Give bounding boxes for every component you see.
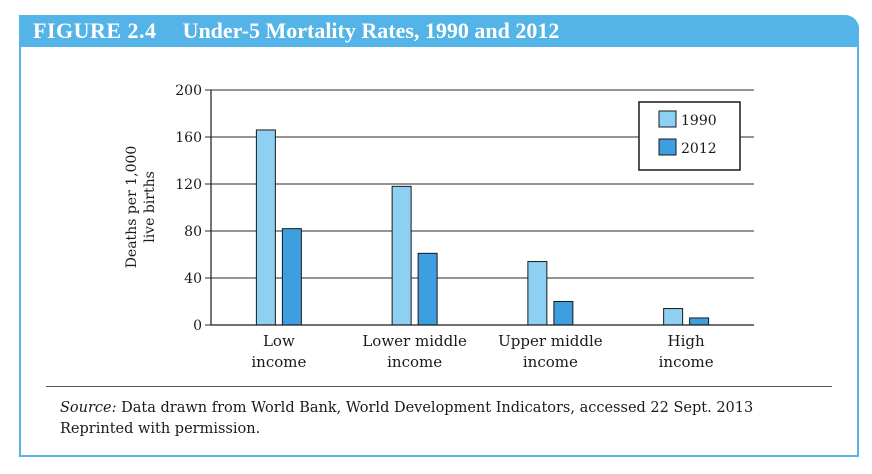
legend-label-1990: 1990 [681, 113, 717, 129]
bar-2012-2 [553, 301, 574, 326]
figure-header: FIGURE 2.4 Under-5 Mortality Rates, 1990… [19, 15, 859, 47]
y-tick-label-160: 160 [175, 130, 202, 146]
bar-2012-3 [689, 317, 710, 326]
figure-label: FIGURE 2.4 [33, 18, 157, 43]
source-text: Data drawn from World Bank, World Develo… [116, 400, 754, 416]
legend-swatch-1990 [658, 110, 677, 128]
legend-swatch-2012 [658, 138, 677, 156]
legend: 1990 2012 [638, 101, 741, 171]
bars [255, 129, 710, 326]
axes: 0 40 80 120 160 200 Low income Lower middle incom… [124, 83, 754, 371]
source-note: Source: Data drawn from World Bank, Worl… [60, 398, 840, 440]
x-tick-label-2: Upper middle income [498, 332, 603, 371]
y-tick-label-0: 0 [193, 318, 202, 334]
bar-1990-2 [527, 261, 548, 326]
source-label: Source: [60, 400, 117, 416]
bar-1990-3 [663, 308, 684, 326]
bar-2012-0 [281, 228, 302, 326]
source-permission: Reprinted with permission. [60, 421, 261, 437]
y-tick-label-80: 80 [184, 224, 202, 240]
y-axis-label: Deaths per 1,000 live births [124, 146, 158, 269]
bar-1990-0 [255, 129, 276, 326]
figure-title: Under-5 Mortality Rates, 1990 and 2012 [182, 18, 560, 43]
y-tick-label-40: 40 [184, 271, 202, 287]
x-tick-label-0: Low income [251, 332, 306, 371]
bar-2012-1 [417, 252, 438, 326]
x-tick-label-3: High income [659, 332, 714, 371]
bar-1990-1 [391, 185, 412, 326]
y-tick-label-120: 120 [175, 177, 202, 193]
figure-frame [19, 15, 859, 457]
legend-box [638, 101, 741, 171]
legend-label-2012: 2012 [681, 141, 717, 157]
y-tick-label-200: 200 [175, 83, 202, 99]
x-tick-label-1: Lower middle income [362, 332, 467, 371]
source-divider [46, 386, 832, 387]
